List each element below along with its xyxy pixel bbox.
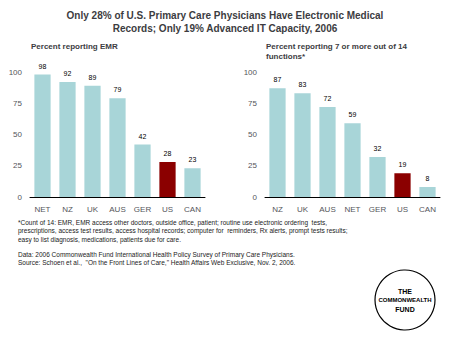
svg-text:83: 83 <box>299 81 307 88</box>
svg-text:75: 75 <box>13 99 22 108</box>
svg-text:NZ: NZ <box>62 205 73 214</box>
svg-text:Source: Schoen et al., "On th: Source: Schoen et al., "On the Front Lin… <box>18 259 296 266</box>
svg-text:Data: 2006 Commonwealth Fund I: Data: 2006 Commonwealth Fund Internation… <box>18 251 295 259</box>
svg-text:Records; Only 19% Advanced IT: Records; Only 19% Advanced IT Capacity, … <box>113 23 338 34</box>
svg-text:Percent reporting EMR: Percent reporting EMR <box>31 42 118 51</box>
svg-text:NET: NET <box>35 205 51 214</box>
svg-text:US: US <box>162 205 173 214</box>
svg-text:19: 19 <box>399 161 407 168</box>
svg-text:AUS: AUS <box>319 205 335 214</box>
svg-text:87: 87 <box>274 76 282 83</box>
svg-text:32: 32 <box>374 145 382 152</box>
svg-text:THE: THE <box>398 288 412 295</box>
svg-text:25: 25 <box>248 161 257 170</box>
svg-text:72: 72 <box>324 95 332 102</box>
svg-text:92: 92 <box>64 70 72 77</box>
svg-text:easy to list diagnosis, medica: easy to list diagnosis, medications, pat… <box>18 236 181 244</box>
svg-text:50: 50 <box>13 130 22 139</box>
svg-text:NZ: NZ <box>272 205 283 214</box>
svg-text:50: 50 <box>248 130 257 139</box>
svg-text:75: 75 <box>248 99 257 108</box>
svg-text:AUS: AUS <box>109 205 125 214</box>
svg-text:*Count of 14: EMR, EMR access: *Count of 14: EMR, EMR access other doct… <box>18 219 327 227</box>
svg-text:0: 0 <box>18 193 23 202</box>
svg-text:COMMONWEALTH: COMMONWEALTH <box>378 297 431 303</box>
svg-text:59: 59 <box>349 111 357 118</box>
svg-text:Only 28% of U.S. Primary Care: Only 28% of U.S. Primary Care Physicians… <box>67 10 384 21</box>
svg-text:NET: NET <box>345 205 361 214</box>
svg-text:CAN: CAN <box>419 205 436 214</box>
svg-text:GER: GER <box>134 205 152 214</box>
svg-text:GER: GER <box>369 205 387 214</box>
svg-text:100: 100 <box>9 68 23 77</box>
svg-text:28: 28 <box>164 150 172 157</box>
svg-text:89: 89 <box>89 74 97 81</box>
svg-text:79: 79 <box>114 86 122 93</box>
svg-text:42: 42 <box>139 133 147 140</box>
svg-text:UK: UK <box>297 205 309 214</box>
svg-text:US: US <box>397 205 408 214</box>
svg-text:25: 25 <box>13 161 22 170</box>
svg-text:0: 0 <box>253 193 258 202</box>
svg-text:prescriptions, access test res: prescriptions, access test results, acce… <box>18 227 348 235</box>
svg-text:100: 100 <box>244 68 258 77</box>
svg-text:FUND: FUND <box>395 306 414 313</box>
svg-text:23: 23 <box>189 156 197 163</box>
svg-text:CAN: CAN <box>184 205 201 214</box>
svg-text:8: 8 <box>426 175 430 182</box>
svg-text:98: 98 <box>39 63 47 70</box>
svg-text:UK: UK <box>87 205 99 214</box>
svg-text:functions*: functions* <box>266 52 306 61</box>
svg-text:Percent reporting 7 or more ou: Percent reporting 7 or more out of 14 <box>266 42 407 51</box>
